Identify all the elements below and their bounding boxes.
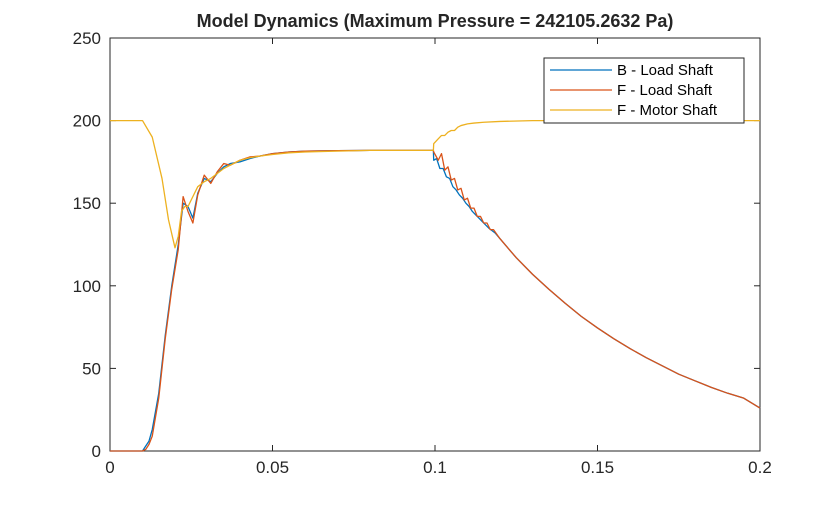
y-tick-label: 50	[82, 359, 101, 378]
x-tick-label: 0.05	[256, 458, 289, 477]
y-tick-label: 200	[73, 112, 101, 131]
x-tick-label: 0	[105, 458, 114, 477]
x-tick-label: 0.1	[423, 458, 447, 477]
axis-ticks: 0 0.05 0.1 0.15 0.2 0 50 100 150 200 250	[73, 29, 772, 477]
legend-label: F - Load Shaft	[617, 82, 713, 99]
x-tick-label: 0.15	[581, 458, 614, 477]
y-tick-label: 0	[92, 442, 101, 461]
legend-label: B - Load Shaft	[617, 62, 714, 79]
data-series	[110, 119, 761, 452]
y-tick-label: 250	[73, 29, 101, 48]
chart-title: Model Dynamics (Maximum Pressure = 24210…	[197, 11, 674, 31]
legend-label: F - Motor Shaft	[617, 102, 718, 119]
series-line-f-load-shaft	[110, 149, 761, 452]
legend: B - Load Shaft F - Load Shaft F - Motor Sh…	[543, 57, 745, 124]
y-tick-label: 100	[73, 277, 101, 296]
x-tick-label: 0.2	[748, 458, 772, 477]
series-line-f-motor-shaft	[110, 119, 760, 249]
y-tick-label: 150	[73, 194, 101, 213]
